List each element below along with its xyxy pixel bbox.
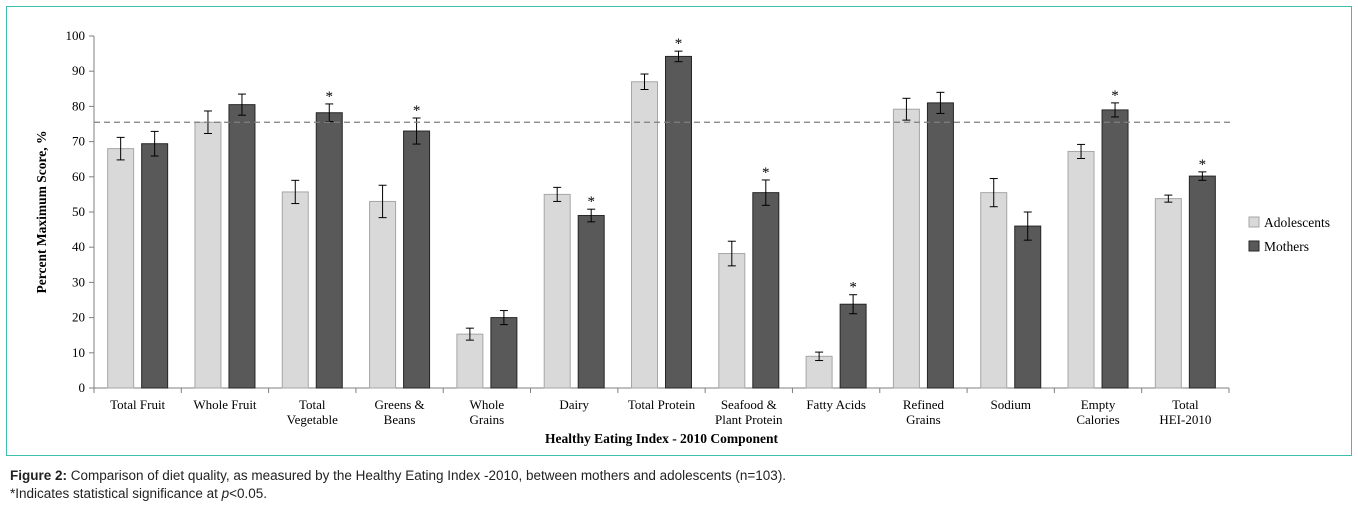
y-tick-label: 80 [72,98,85,113]
x-category-label: Greens & [374,397,424,412]
bar-adolescents [631,81,658,389]
y-tick-label: 20 [72,310,85,325]
significance-marker: * [326,89,334,105]
bar-mothers [752,192,780,389]
y-tick-label: 70 [72,134,85,149]
bar-mothers [403,130,431,389]
x-category-label: Grains [470,412,505,427]
bar-adolescents [543,193,571,389]
bar-mothers [1188,175,1216,389]
x-category-label: Total [299,397,326,412]
bar-mothers [228,104,256,389]
bar-mothers [577,215,605,389]
bar-adolescents [805,355,833,389]
x-category-label: Empty [1081,397,1116,412]
y-axis-title: Percent Maximum Score, % [34,131,49,294]
bar-adolescents [1154,198,1182,389]
bar-adolescents [1067,150,1095,389]
y-tick-label: 0 [79,380,86,395]
significance-marker: * [1199,157,1207,173]
figure-caption: Figure 2: Comparison of diet quality, as… [10,467,1340,503]
bar-adolescents [718,253,746,389]
x-category-label: Vegetable [287,412,338,427]
y-tick-label: 50 [72,204,85,219]
figure-label: Figure 2: [10,468,68,483]
bar-mothers [665,55,692,389]
y-tick-label: 40 [72,239,85,254]
x-category-label: Total Protein [628,397,696,412]
bar-adolescents [980,192,1008,389]
x-category-label: Beans [384,412,416,427]
legend-label-mothers: Mothers [1264,239,1309,254]
x-category-label: Fatty Acids [806,397,866,412]
bar-adolescents [369,200,397,389]
y-tick-label: 60 [72,169,85,184]
bar-chart: 0 10 20 30 40 50 60 70 80 90 100 Total Fruit Whole F… [34,28,1330,446]
y-tick-label: 10 [72,345,85,360]
significance-marker: * [587,194,595,210]
x-category-label: Calories [1076,412,1119,427]
x-category-label: Refined [903,397,945,412]
bar-mothers [1101,109,1129,389]
y-tick-label: 90 [72,63,85,78]
significance-marker: * [849,280,857,296]
x-category-label: Total [1172,397,1199,412]
significance-marker: * [675,36,683,52]
bar-adolescents [281,191,309,389]
bar-mothers [141,143,169,389]
bar-mothers [926,102,954,389]
bar-adolescents [456,333,484,389]
bar-adolescents [107,148,135,389]
x-category-label: Whole Fruit [193,397,257,412]
caption-note-prefix: *Indicates statistical significance at [10,486,222,501]
bar-mothers [1014,225,1042,389]
significance-marker: * [1111,88,1119,104]
x-axis-title: Healthy Eating Index - 2010 Component [545,431,778,446]
y-tick-label: 100 [66,28,86,43]
bar-adolescents [194,121,222,389]
x-category-label: Whole [470,397,505,412]
y-tick-label: 30 [72,274,85,289]
x-category-label: Dairy [559,397,589,412]
bar-mothers [490,317,518,389]
x-category-label: Seafood & [721,397,777,412]
x-category-label: Grains [906,412,941,427]
bar-mothers [839,303,867,389]
significance-marker: * [762,165,770,181]
caption-text: Comparison of diet quality, as measured … [67,468,787,483]
legend-swatch-adolescents [1248,216,1260,228]
caption-line-1: Figure 2: Comparison of diet quality, as… [10,467,1340,485]
bar-mothers [315,112,343,389]
bar-adolescents [892,108,920,389]
x-category-label: Total Fruit [110,397,165,412]
legend-label-adolescents: Adolescents [1264,215,1330,230]
x-category-label: Sodium [990,397,1030,412]
significance-marker: * [413,103,421,119]
figure-frame: 0 10 20 30 40 50 60 70 80 90 100 Total Fruit Whole F… [6,6,1352,456]
x-category-label: HEI-2010 [1159,412,1211,427]
caption-line-2: *Indicates statistical significance at p… [10,485,1340,503]
caption-note-suffix: <0.05. [229,486,268,501]
x-category-label: Plant Protein [715,412,783,427]
legend-swatch-mothers [1248,240,1260,252]
caption-note-italic: p [221,486,230,501]
